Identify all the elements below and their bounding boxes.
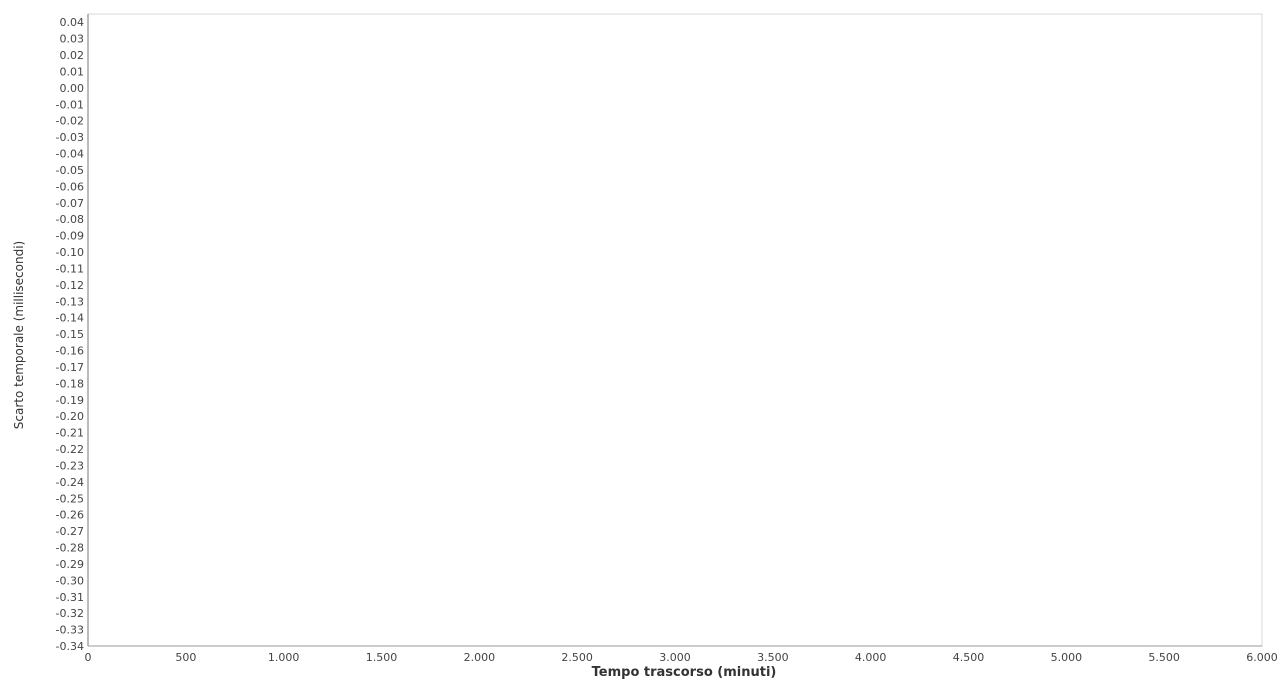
y-tick-label: -0.31: [56, 591, 84, 604]
x-axis-ticks: 0 500 1.000 1.500 2.000 2.500 3.000 3.500 4.000 4…: [85, 651, 1278, 664]
x-axis-title: Tempo trascorso (minuti): [592, 665, 777, 680]
y-tick-label: -0.06: [56, 180, 84, 193]
y-tick-label: -0.29: [56, 558, 84, 571]
y-tick-label: -0.14: [56, 312, 84, 325]
x-tick-label: 3.500: [757, 651, 789, 664]
y-tick-label: -0.24: [56, 476, 84, 489]
y-tick-label: -0.20: [56, 410, 84, 423]
x-tick-label: 6.000: [1246, 651, 1278, 664]
y-tick-label: -0.18: [56, 377, 84, 390]
y-axis-ticks: 0.04 0.03 0.02 0.01 0.00 -0.01 -0.02 -0.03 -0.04…: [56, 16, 84, 653]
y-tick-label: -0.13: [56, 295, 84, 308]
y-tick-label: -0.15: [56, 328, 84, 341]
y-tick-label: -0.12: [56, 279, 84, 292]
y-tick-label: -0.07: [56, 197, 84, 210]
y-tick-label: -0.30: [56, 574, 84, 587]
y-tick-label: -0.33: [56, 624, 84, 637]
x-tick-label: 5.500: [1148, 651, 1180, 664]
y-tick-label: -0.22: [56, 443, 84, 456]
y-tick-label: -0.19: [56, 394, 84, 407]
y-tick-label: -0.01: [56, 98, 84, 111]
x-tick-label: 1.000: [268, 651, 300, 664]
y-tick-label: -0.11: [56, 262, 84, 275]
plot-area: [87, 13, 1263, 647]
axes: [87, 13, 1263, 647]
y-tick-label: -0.10: [56, 246, 84, 259]
y-tick-label: 0.04: [60, 16, 85, 29]
y-tick-label: -0.16: [56, 345, 84, 358]
y-tick-label: -0.28: [56, 542, 84, 555]
y-tick-label: -0.34: [56, 640, 84, 653]
x-tick-label: 3.000: [659, 651, 691, 664]
x-tick-label: 4.000: [855, 651, 887, 664]
y-tick-label: -0.05: [56, 164, 84, 177]
y-tick-label: -0.17: [56, 361, 84, 374]
x-tick-label: 2.000: [464, 651, 496, 664]
y-axis-title: Scarto temporale (millisecondi): [12, 241, 26, 429]
y-tick-label: -0.23: [56, 459, 84, 472]
x-tick-label: 0: [85, 651, 92, 664]
y-tick-label: 0.01: [60, 65, 85, 78]
y-tick-label: 0.02: [60, 49, 85, 62]
y-tick-label: -0.09: [56, 230, 84, 243]
y-tick-label: -0.21: [56, 427, 84, 440]
x-tick-label: 2.500: [561, 651, 593, 664]
x-tick-label: 4.500: [953, 651, 985, 664]
y-tick-label: -0.02: [56, 115, 84, 128]
y-tick-label: -0.27: [56, 525, 84, 538]
y-tick-label: -0.25: [56, 492, 84, 505]
y-tick-label: 0.03: [60, 33, 85, 46]
x-tick-label: 1.500: [366, 651, 398, 664]
y-tick-label: -0.26: [56, 509, 84, 522]
y-tick-label: 0.00: [60, 82, 85, 95]
x-tick-label: 500: [175, 651, 196, 664]
x-tick-label: 5.000: [1051, 651, 1083, 664]
y-tick-label: -0.04: [56, 148, 84, 161]
y-tick-label: -0.08: [56, 213, 84, 226]
y-tick-label: -0.32: [56, 607, 84, 620]
y-tick-label: -0.03: [56, 131, 84, 144]
